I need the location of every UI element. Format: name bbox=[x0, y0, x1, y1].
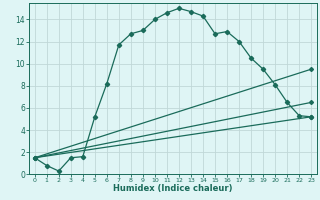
X-axis label: Humidex (Indice chaleur): Humidex (Indice chaleur) bbox=[113, 184, 233, 193]
